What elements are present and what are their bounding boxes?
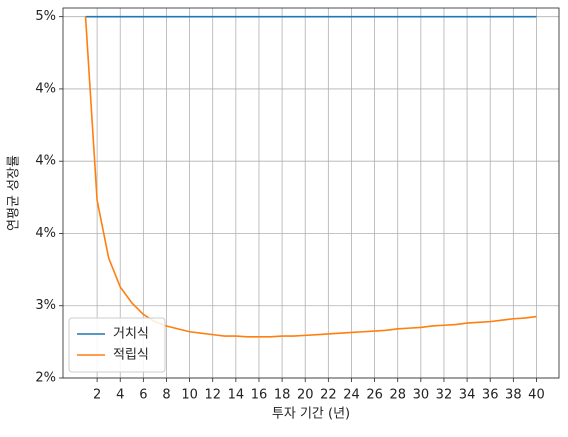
x-tick-label: 10 — [181, 388, 198, 403]
x-tick-label: 8 — [162, 388, 170, 403]
plot-frame — [62, 7, 560, 379]
x-tick-label: 20 — [297, 388, 314, 403]
x-tick-label: 16 — [251, 388, 268, 403]
legend-box — [68, 317, 166, 373]
line — [84, 16, 537, 338]
x-tick-label: 28 — [389, 388, 406, 403]
y-tick-label: 4% — [35, 154, 56, 169]
legend-label: 거치식 — [113, 327, 149, 342]
y-axis-label: 연평균 성장률 — [7, 155, 22, 231]
x-tick-label: 40 — [528, 388, 545, 403]
x-tick-label: 18 — [274, 388, 291, 403]
x-tick-label: 36 — [482, 388, 499, 403]
x-axis-label: 투자 기간 (년) — [272, 407, 350, 422]
legend-label: 적립식 — [113, 348, 149, 363]
x-tick-label: 4 — [116, 388, 124, 403]
y-tick-label: 3% — [35, 298, 56, 313]
x-tick-label: 2 — [93, 388, 101, 403]
x-tick-label: 32 — [436, 388, 453, 403]
x-tick-label: 12 — [204, 388, 221, 403]
x-tick-label: 26 — [366, 388, 383, 403]
x-tick-label: 24 — [343, 388, 360, 403]
x-tick-label: 22 — [320, 388, 337, 403]
y-tick-label: 2% — [35, 371, 56, 386]
y-tick-label: 5% — [35, 9, 56, 24]
x-tick-label: 14 — [228, 388, 245, 403]
x-tick-label: 30 — [413, 388, 430, 403]
y-tick-label: 4% — [35, 226, 56, 241]
x-tick-label: 34 — [459, 388, 476, 403]
y-tick-label: 4% — [35, 81, 56, 96]
x-tick-label: 38 — [505, 388, 522, 403]
x-tick-label: 6 — [139, 388, 147, 403]
